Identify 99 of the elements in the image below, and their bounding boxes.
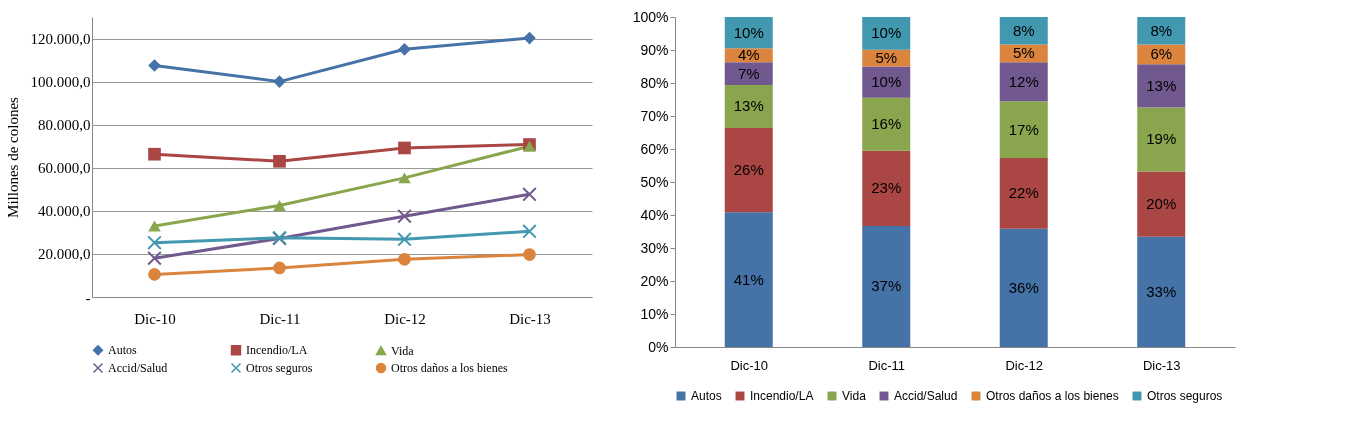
data-label: 16%: [871, 115, 902, 133]
legend-label: Accid/Salud: [894, 389, 958, 403]
bar: [724, 127, 773, 213]
data-label: 33%: [1146, 282, 1177, 300]
bar: [999, 228, 1048, 347]
point: [147, 250, 162, 266]
bar: [724, 62, 773, 85]
bar: [724, 84, 773, 128]
data-label: 41%: [733, 270, 764, 288]
data-label: 19%: [1146, 130, 1177, 148]
y-tick-label: 90%: [640, 41, 669, 58]
legend-label: Accid/Salud: [108, 361, 168, 375]
data-label: 12%: [1008, 72, 1039, 90]
x-tick-label: Dic-13: [1142, 357, 1181, 373]
data-label: 6%: [1150, 45, 1173, 63]
data-label: 13%: [1146, 76, 1177, 94]
bar: [862, 17, 911, 50]
point: [398, 141, 411, 155]
y-tick-label: 70%: [640, 107, 669, 124]
y-tick-label: -: [85, 289, 91, 306]
data-label: 10%: [871, 73, 902, 91]
point: [522, 186, 537, 202]
point: [522, 223, 537, 239]
y-tick-label: 30%: [640, 239, 669, 256]
data-label: 4%: [737, 46, 760, 64]
bar: [1137, 64, 1186, 108]
x-tick-label: Dic-10: [730, 357, 769, 373]
y-tick-label: 120.000,0: [30, 31, 91, 48]
legend-label: Vida: [842, 389, 867, 403]
point: [398, 253, 411, 266]
data-label: 36%: [1008, 278, 1039, 296]
x-tick-label: Dic-11: [259, 310, 301, 327]
y-tick-label: 40.000,0: [38, 203, 91, 220]
data-label: 23%: [871, 179, 902, 197]
bar: [862, 97, 911, 151]
point: [148, 220, 161, 232]
point: [273, 154, 286, 168]
data-label: 10%: [733, 23, 764, 41]
point: [523, 248, 536, 261]
point: [148, 59, 161, 72]
data-label: 20%: [1146, 195, 1177, 213]
data-label: 5%: [1012, 44, 1035, 62]
y-tick-label: 50%: [640, 173, 669, 190]
point: [523, 31, 536, 45]
x-tick-label: Dic-13: [509, 310, 551, 327]
data-label: 26%: [733, 161, 764, 179]
point: [147, 235, 162, 251]
point: [273, 75, 286, 88]
bar: [999, 157, 1048, 229]
legend-label: Otros daños a los bienes: [986, 389, 1119, 403]
data-label: 8%: [1012, 21, 1035, 39]
point: [398, 42, 411, 56]
point: [398, 172, 411, 184]
y-tick-label: 80.000,0: [38, 117, 91, 134]
y-tick-label: 0%: [648, 338, 669, 355]
legend-label: Otros seguros: [246, 361, 313, 375]
bar: [1137, 107, 1186, 172]
data-label: 10%: [871, 24, 902, 42]
data-label: 22%: [1008, 184, 1039, 202]
point: [273, 199, 286, 211]
data-label: 8%: [1150, 21, 1173, 39]
y-tick-label: 100.000,0: [30, 74, 91, 91]
y-tick-label: 80%: [640, 74, 669, 91]
y-tick-label: 20%: [640, 272, 669, 289]
point: [273, 261, 286, 275]
y-axis-title: Millones de colones: [4, 96, 21, 218]
data-label: 37%: [871, 277, 902, 295]
y-tick-label: 60%: [640, 140, 669, 157]
x-tick-label: Dic-12: [1005, 357, 1044, 373]
x-tick-label: Dic-12: [384, 310, 426, 327]
legend-label: Vida: [391, 343, 415, 358]
y-tick-label: 100%: [632, 8, 669, 25]
y-tick-label: 20.000,0: [38, 246, 91, 263]
legend-label: Otros seguros: [1147, 389, 1223, 403]
bar: [862, 225, 911, 347]
point: [397, 208, 412, 224]
legend-label: Autos: [691, 389, 722, 403]
legend-label: Incendio/LA: [750, 389, 814, 403]
y-tick-label: 60.000,0: [38, 160, 91, 177]
bar: [1137, 171, 1186, 237]
y-tick-label: 40%: [640, 206, 669, 223]
legend-label: Incendio/LA: [246, 343, 308, 358]
data-label: 17%: [1008, 120, 1039, 138]
x-tick-label: Dic-11: [868, 357, 906, 373]
point: [397, 231, 412, 247]
bar: [999, 62, 1048, 102]
data-label: 13%: [733, 97, 764, 115]
bar: [999, 101, 1048, 158]
legend-label: Otros daños a los bienes: [391, 361, 508, 375]
y-tick-label: 10%: [640, 305, 669, 322]
data-label: 7%: [737, 64, 760, 82]
legend-label: Autos: [108, 343, 137, 358]
bar: [724, 212, 773, 347]
bar: [1137, 236, 1186, 347]
point: [148, 268, 161, 281]
point: [148, 147, 161, 161]
x-tick-label: Dic-10: [134, 310, 176, 327]
data-label: 5%: [875, 49, 898, 67]
bar: [862, 150, 911, 226]
